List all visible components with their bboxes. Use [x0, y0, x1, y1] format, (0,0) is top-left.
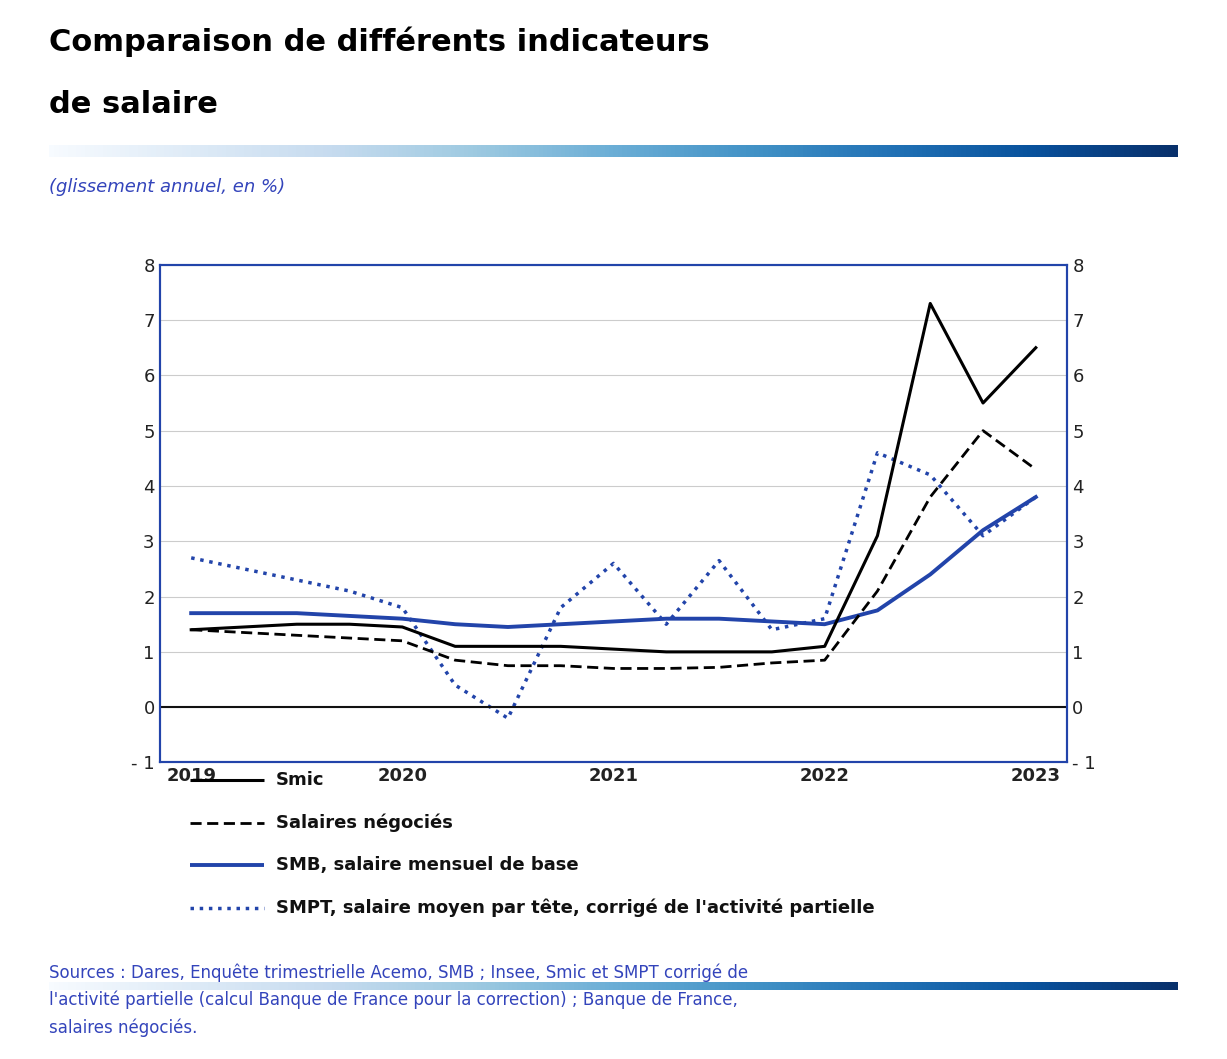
Text: Smic: Smic — [276, 772, 325, 789]
Text: (glissement annuel, en %): (glissement annuel, en %) — [49, 178, 285, 196]
Text: Comparaison de différents indicateurs: Comparaison de différents indicateurs — [49, 26, 710, 57]
Text: Salaires négociés: Salaires négociés — [276, 813, 453, 832]
Text: Sources : Dares, Enquête trimestrielle Acemo, SMB ; Insee, Smic et SMPT corrigé : Sources : Dares, Enquête trimestrielle A… — [49, 964, 748, 1037]
Text: SMB, salaire mensuel de base: SMB, salaire mensuel de base — [276, 857, 579, 874]
Text: de salaire: de salaire — [49, 90, 218, 119]
Text: SMPT, salaire moyen par tête, corrigé de l'activité partielle: SMPT, salaire moyen par tête, corrigé de… — [276, 898, 875, 917]
